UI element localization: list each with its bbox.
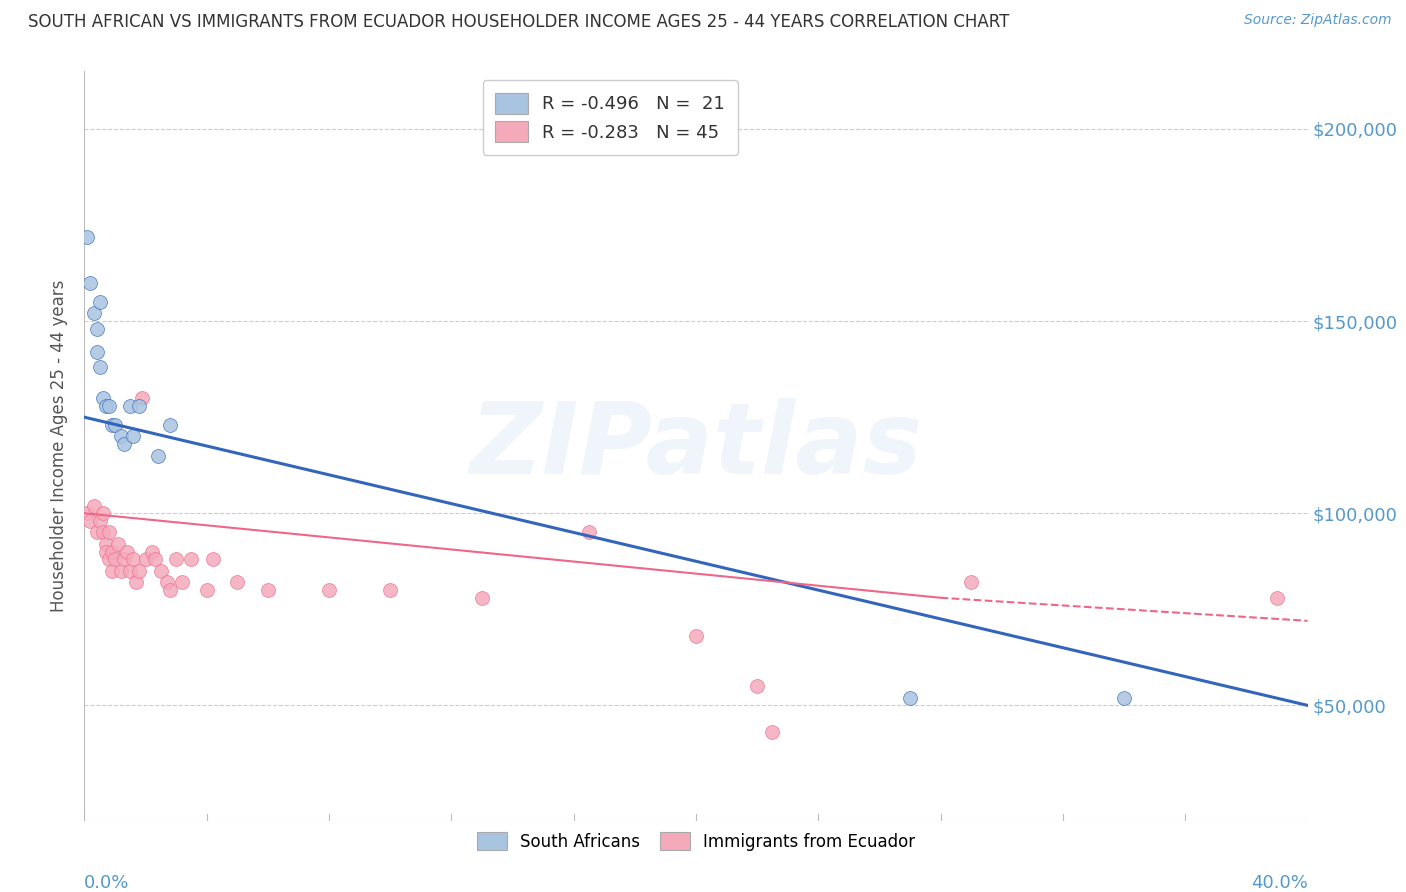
Point: [380, 583, 402, 598]
Point: [110, 429, 132, 443]
Point: [110, 564, 132, 578]
Point: [122, 552, 145, 566]
Point: [226, 575, 249, 590]
Point: [165, 552, 187, 566]
Point: [898, 690, 921, 705]
Point: [122, 429, 145, 443]
Point: [172, 575, 194, 590]
Point: [97, 525, 120, 540]
Point: [159, 583, 181, 598]
Point: [120, 564, 142, 578]
Point: [107, 537, 129, 551]
Point: [91, 506, 114, 520]
Point: [318, 583, 340, 598]
Point: [76, 229, 98, 244]
Y-axis label: Householder Income Ages 25 - 44 years: Householder Income Ages 25 - 44 years: [51, 280, 69, 612]
Point: [578, 525, 600, 540]
Point: [135, 552, 157, 566]
Point: [104, 417, 127, 432]
Point: [960, 575, 983, 590]
Point: [79, 276, 101, 290]
Point: [125, 575, 148, 590]
Text: 40.0%: 40.0%: [1251, 874, 1308, 892]
Point: [257, 583, 280, 598]
Point: [94, 537, 117, 551]
Point: [94, 544, 117, 558]
Point: [101, 564, 124, 578]
Point: [1114, 690, 1136, 705]
Text: ZIPatlas: ZIPatlas: [470, 398, 922, 494]
Point: [91, 391, 114, 405]
Point: [101, 417, 124, 432]
Point: [141, 544, 163, 558]
Point: [97, 399, 120, 413]
Point: [94, 399, 117, 413]
Point: [146, 449, 169, 463]
Point: [97, 552, 120, 566]
Point: [143, 552, 166, 566]
Point: [471, 591, 494, 605]
Point: [112, 552, 135, 566]
Point: [195, 583, 218, 598]
Point: [91, 525, 114, 540]
Point: [149, 564, 172, 578]
Point: [131, 391, 153, 405]
Point: [76, 506, 98, 520]
Point: [83, 499, 105, 513]
Point: [86, 344, 108, 359]
Point: [156, 575, 179, 590]
Point: [120, 399, 142, 413]
Point: [83, 306, 105, 320]
Legend: South Africans, Immigrants from Ecuador: South Africans, Immigrants from Ecuador: [470, 826, 922, 857]
Point: [89, 360, 111, 375]
Text: 0.0%: 0.0%: [84, 874, 129, 892]
Point: [101, 544, 124, 558]
Point: [761, 725, 783, 739]
Point: [89, 294, 111, 309]
Point: [180, 552, 202, 566]
Text: SOUTH AFRICAN VS IMMIGRANTS FROM ECUADOR HOUSEHOLDER INCOME AGES 25 - 44 YEARS C: SOUTH AFRICAN VS IMMIGRANTS FROM ECUADOR…: [28, 13, 1010, 31]
Point: [685, 629, 707, 643]
Point: [86, 322, 108, 336]
Point: [112, 437, 135, 451]
Point: [115, 544, 138, 558]
Point: [747, 679, 769, 693]
Point: [128, 564, 150, 578]
Point: [86, 525, 108, 540]
Point: [159, 417, 181, 432]
Point: [1265, 591, 1288, 605]
Point: [89, 514, 111, 528]
Point: [128, 399, 150, 413]
Text: Source: ZipAtlas.com: Source: ZipAtlas.com: [1244, 13, 1392, 28]
Point: [79, 514, 101, 528]
Point: [104, 552, 127, 566]
Point: [201, 552, 224, 566]
